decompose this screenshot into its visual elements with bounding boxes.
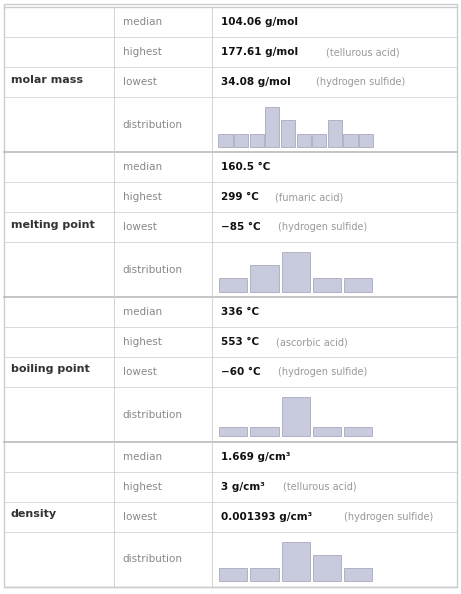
Text: 299 °C: 299 °C xyxy=(221,192,259,202)
Bar xyxy=(282,252,310,292)
Text: 34.08 g/mol: 34.08 g/mol xyxy=(221,77,291,87)
Bar xyxy=(312,134,326,147)
Text: distribution: distribution xyxy=(123,265,183,274)
Bar xyxy=(250,568,278,582)
Bar xyxy=(282,542,310,582)
Bar xyxy=(219,426,248,437)
Text: highest: highest xyxy=(123,48,162,58)
Bar xyxy=(250,266,278,292)
Bar xyxy=(344,279,372,292)
Text: lowest: lowest xyxy=(123,367,157,377)
Text: boiling point: boiling point xyxy=(11,365,89,374)
Bar xyxy=(219,134,232,147)
Text: lowest: lowest xyxy=(123,222,157,232)
Text: 104.06 g/mol: 104.06 g/mol xyxy=(221,17,298,27)
Text: 0.001393 g/cm³: 0.001393 g/cm³ xyxy=(221,512,313,522)
Text: median: median xyxy=(123,17,162,27)
Text: −85 °C: −85 °C xyxy=(221,222,261,232)
Text: melting point: melting point xyxy=(11,220,95,229)
Text: highest: highest xyxy=(123,482,162,492)
Bar xyxy=(328,121,342,147)
Bar xyxy=(234,134,248,147)
Text: distribution: distribution xyxy=(123,554,183,564)
Text: median: median xyxy=(123,452,162,462)
Text: (hydrogen sulfide): (hydrogen sulfide) xyxy=(344,512,433,522)
Text: lowest: lowest xyxy=(123,77,157,87)
Bar xyxy=(313,555,341,582)
Text: highest: highest xyxy=(123,337,162,347)
Text: distribution: distribution xyxy=(123,120,183,130)
Text: 160.5 °C: 160.5 °C xyxy=(221,162,271,172)
Text: (tellurous acid): (tellurous acid) xyxy=(283,482,357,492)
Text: −60 °C: −60 °C xyxy=(221,367,261,377)
Bar xyxy=(313,279,341,292)
Text: (fumaric acid): (fumaric acid) xyxy=(275,192,343,202)
Bar xyxy=(250,134,264,147)
Bar xyxy=(313,426,341,437)
Text: 177.61 g/mol: 177.61 g/mol xyxy=(221,48,298,58)
Bar xyxy=(344,568,372,582)
Bar xyxy=(266,108,279,147)
Text: (ascorbic acid): (ascorbic acid) xyxy=(276,337,348,347)
Bar xyxy=(281,121,295,147)
Bar xyxy=(296,134,311,147)
Bar xyxy=(359,134,373,147)
Bar xyxy=(343,134,358,147)
Text: 1.669 g/cm³: 1.669 g/cm³ xyxy=(221,452,291,462)
Text: density: density xyxy=(11,509,57,519)
Text: (tellurous acid): (tellurous acid) xyxy=(326,48,399,58)
Text: 336 °C: 336 °C xyxy=(221,307,260,317)
Text: lowest: lowest xyxy=(123,512,157,522)
Bar xyxy=(219,279,248,292)
Bar xyxy=(219,568,248,582)
Text: molar mass: molar mass xyxy=(11,75,83,85)
Text: 553 °C: 553 °C xyxy=(221,337,260,347)
Bar xyxy=(282,397,310,437)
Text: median: median xyxy=(123,307,162,317)
Text: highest: highest xyxy=(123,192,162,202)
Bar xyxy=(344,426,372,437)
Text: 3 g/cm³: 3 g/cm³ xyxy=(221,482,265,492)
Text: (hydrogen sulfide): (hydrogen sulfide) xyxy=(278,367,367,377)
Text: (hydrogen sulfide): (hydrogen sulfide) xyxy=(316,77,406,87)
Text: distribution: distribution xyxy=(123,409,183,419)
Bar xyxy=(250,426,278,437)
Text: median: median xyxy=(123,162,162,172)
Text: (hydrogen sulfide): (hydrogen sulfide) xyxy=(278,222,367,232)
